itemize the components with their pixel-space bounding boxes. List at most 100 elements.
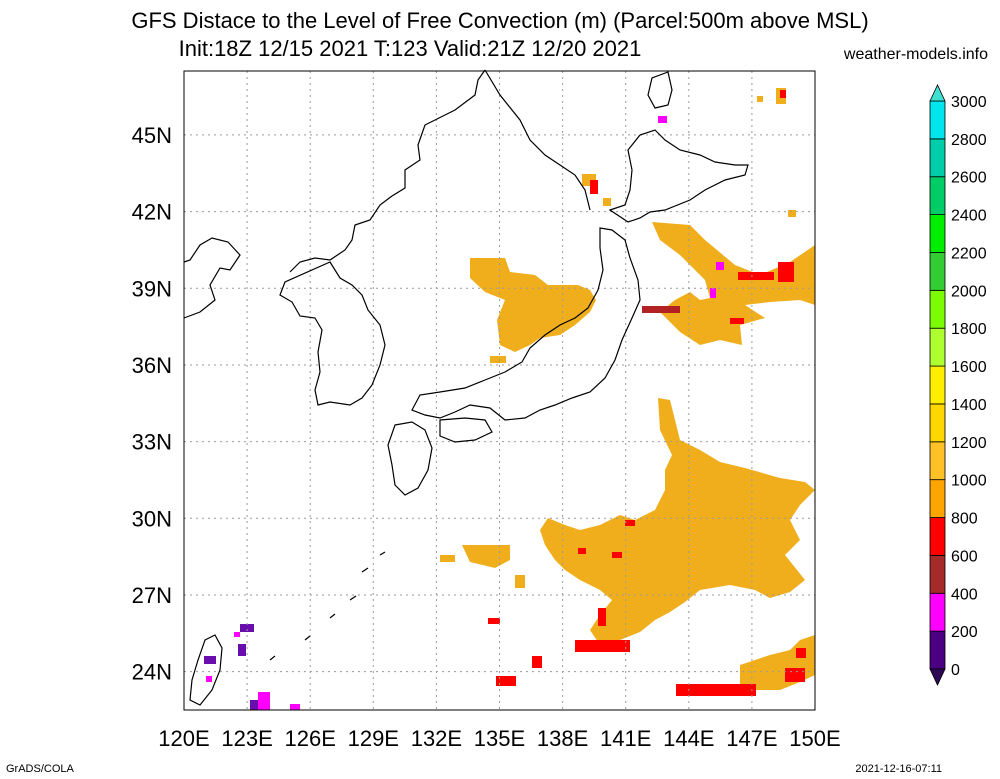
coastline-kyushu — [387, 421, 433, 496]
field-patch — [788, 210, 796, 217]
coastline-hokkaido — [608, 129, 749, 223]
y-tick-label: 33N — [132, 430, 172, 455]
x-tick-label: 135E — [474, 726, 525, 751]
colorbar-label: 3000 — [951, 94, 987, 111]
y-tick-label: 27N — [132, 583, 172, 608]
colorbar-label: 400 — [951, 586, 978, 603]
colorbar-segment — [929, 138, 946, 178]
field-patch — [757, 96, 763, 102]
field-patch — [250, 700, 258, 710]
coastline-manchuria — [289, 69, 486, 273]
map-title: GFS Distace to the Level of Free Convect… — [131, 8, 869, 33]
colorbar-segment — [929, 479, 946, 518]
y-tick-label: 24N — [132, 660, 172, 685]
colorbar-segment — [929, 100, 946, 140]
colorbar-segment — [929, 327, 946, 367]
field-patch — [206, 676, 212, 682]
field-patch — [603, 198, 611, 206]
field-patch — [778, 262, 794, 282]
x-tick-label: 150E — [789, 726, 840, 751]
x-tick-label: 141E — [600, 726, 651, 751]
coastline-mainland — [183, 237, 241, 319]
colorbar-segment — [929, 252, 946, 291]
colorbar-label: 2800 — [951, 132, 987, 149]
field-pacific-south — [540, 398, 815, 645]
footer-credit: GrADS/COLA — [6, 763, 74, 775]
x-tick-label: 138E — [537, 726, 588, 751]
field-patch — [676, 684, 756, 696]
colorbar-label: 200 — [951, 624, 978, 641]
field-patch — [590, 180, 598, 194]
field-patch — [598, 608, 606, 626]
field-patch — [716, 262, 724, 270]
y-tick-label: 42N — [132, 200, 172, 225]
colorbar-segment — [929, 365, 946, 405]
coastline-sakhalin — [647, 71, 673, 109]
field-sea-of-japan — [470, 258, 596, 352]
colorbar-label: 1000 — [951, 473, 987, 490]
colorbar-label: 2000 — [951, 283, 987, 300]
x-tick-label: 132E — [411, 726, 462, 751]
colorbar-segment — [929, 441, 946, 481]
field-pacific-east — [440, 545, 525, 588]
field-patch — [290, 704, 300, 710]
colorbar-segment — [929, 592, 946, 632]
field-patch — [234, 632, 240, 637]
coastline-taiwan — [189, 634, 223, 706]
colorbar-label: 0 — [951, 662, 960, 679]
x-tick-label: 123E — [221, 726, 272, 751]
coastline-ryukyu — [269, 551, 386, 661]
colorbar-label: 1200 — [951, 435, 987, 452]
field-patch — [575, 640, 630, 652]
y-axis-tick-labels: 24N 27N 30N 33N 36N 39N 42N 45N — [132, 123, 172, 685]
x-tick-label: 129E — [348, 726, 399, 751]
coastlines — [183, 69, 749, 706]
colorbar-label: 1800 — [951, 321, 987, 338]
colorbar-segment — [929, 630, 946, 670]
field-patch — [625, 520, 635, 526]
colorbar-label: 2600 — [951, 170, 987, 187]
field-patch — [642, 306, 680, 313]
field-patch — [730, 318, 744, 324]
y-tick-label: 36N — [132, 353, 172, 378]
colorbar-label: 600 — [951, 548, 978, 565]
field-patch — [532, 656, 542, 668]
colorbar-label: 1400 — [951, 397, 987, 414]
lfc-field-layer — [204, 88, 815, 710]
coastline-primorye — [484, 69, 591, 211]
x-tick-label: 120E — [158, 726, 209, 751]
y-tick-label: 39N — [132, 276, 172, 301]
colorbar: 0 200 400 600 800 1000 1200 1400 1600 1800 2000 220… — [929, 84, 987, 686]
field-patch — [612, 552, 622, 558]
colorbar-segment — [929, 176, 946, 216]
x-tick-label: 147E — [726, 726, 777, 751]
map-frame — [183, 70, 816, 711]
source-label: weather-models.info — [843, 46, 988, 63]
field-patch — [238, 644, 246, 656]
colorbar-segment — [929, 555, 946, 594]
field-patch — [490, 356, 506, 363]
coastline-honshu — [411, 227, 641, 421]
x-axis-tick-labels: 120E 123E 126E 129E 132E 135E 138E 141E 144E 147E… — [158, 726, 840, 751]
field-patch — [785, 668, 805, 682]
field-patch — [496, 676, 516, 686]
colorbar-label: 2200 — [951, 245, 987, 262]
field-patch — [796, 648, 806, 658]
field-patch — [204, 656, 216, 664]
colorbar-label: 2400 — [951, 208, 987, 225]
field-patch — [658, 116, 667, 123]
colorbar-segment — [929, 289, 946, 329]
colorbar-over-arrow — [929, 84, 946, 102]
field-tohoku-offshore — [652, 222, 815, 345]
colorbar-segment — [929, 517, 946, 556]
x-tick-label: 144E — [663, 726, 714, 751]
footer-timestamp: 2021-12-16-07:11 — [855, 763, 942, 775]
y-tick-label: 30N — [132, 506, 172, 531]
lat-lon-grid — [183, 71, 816, 710]
colorbar-label: 800 — [951, 511, 978, 528]
field-patch — [780, 90, 786, 98]
field-patch — [710, 288, 716, 298]
colorbar-segment — [929, 214, 946, 253]
map-subtitle: Init:18Z 12/15 2021 T:123 Valid:21Z 12/2… — [178, 36, 642, 61]
